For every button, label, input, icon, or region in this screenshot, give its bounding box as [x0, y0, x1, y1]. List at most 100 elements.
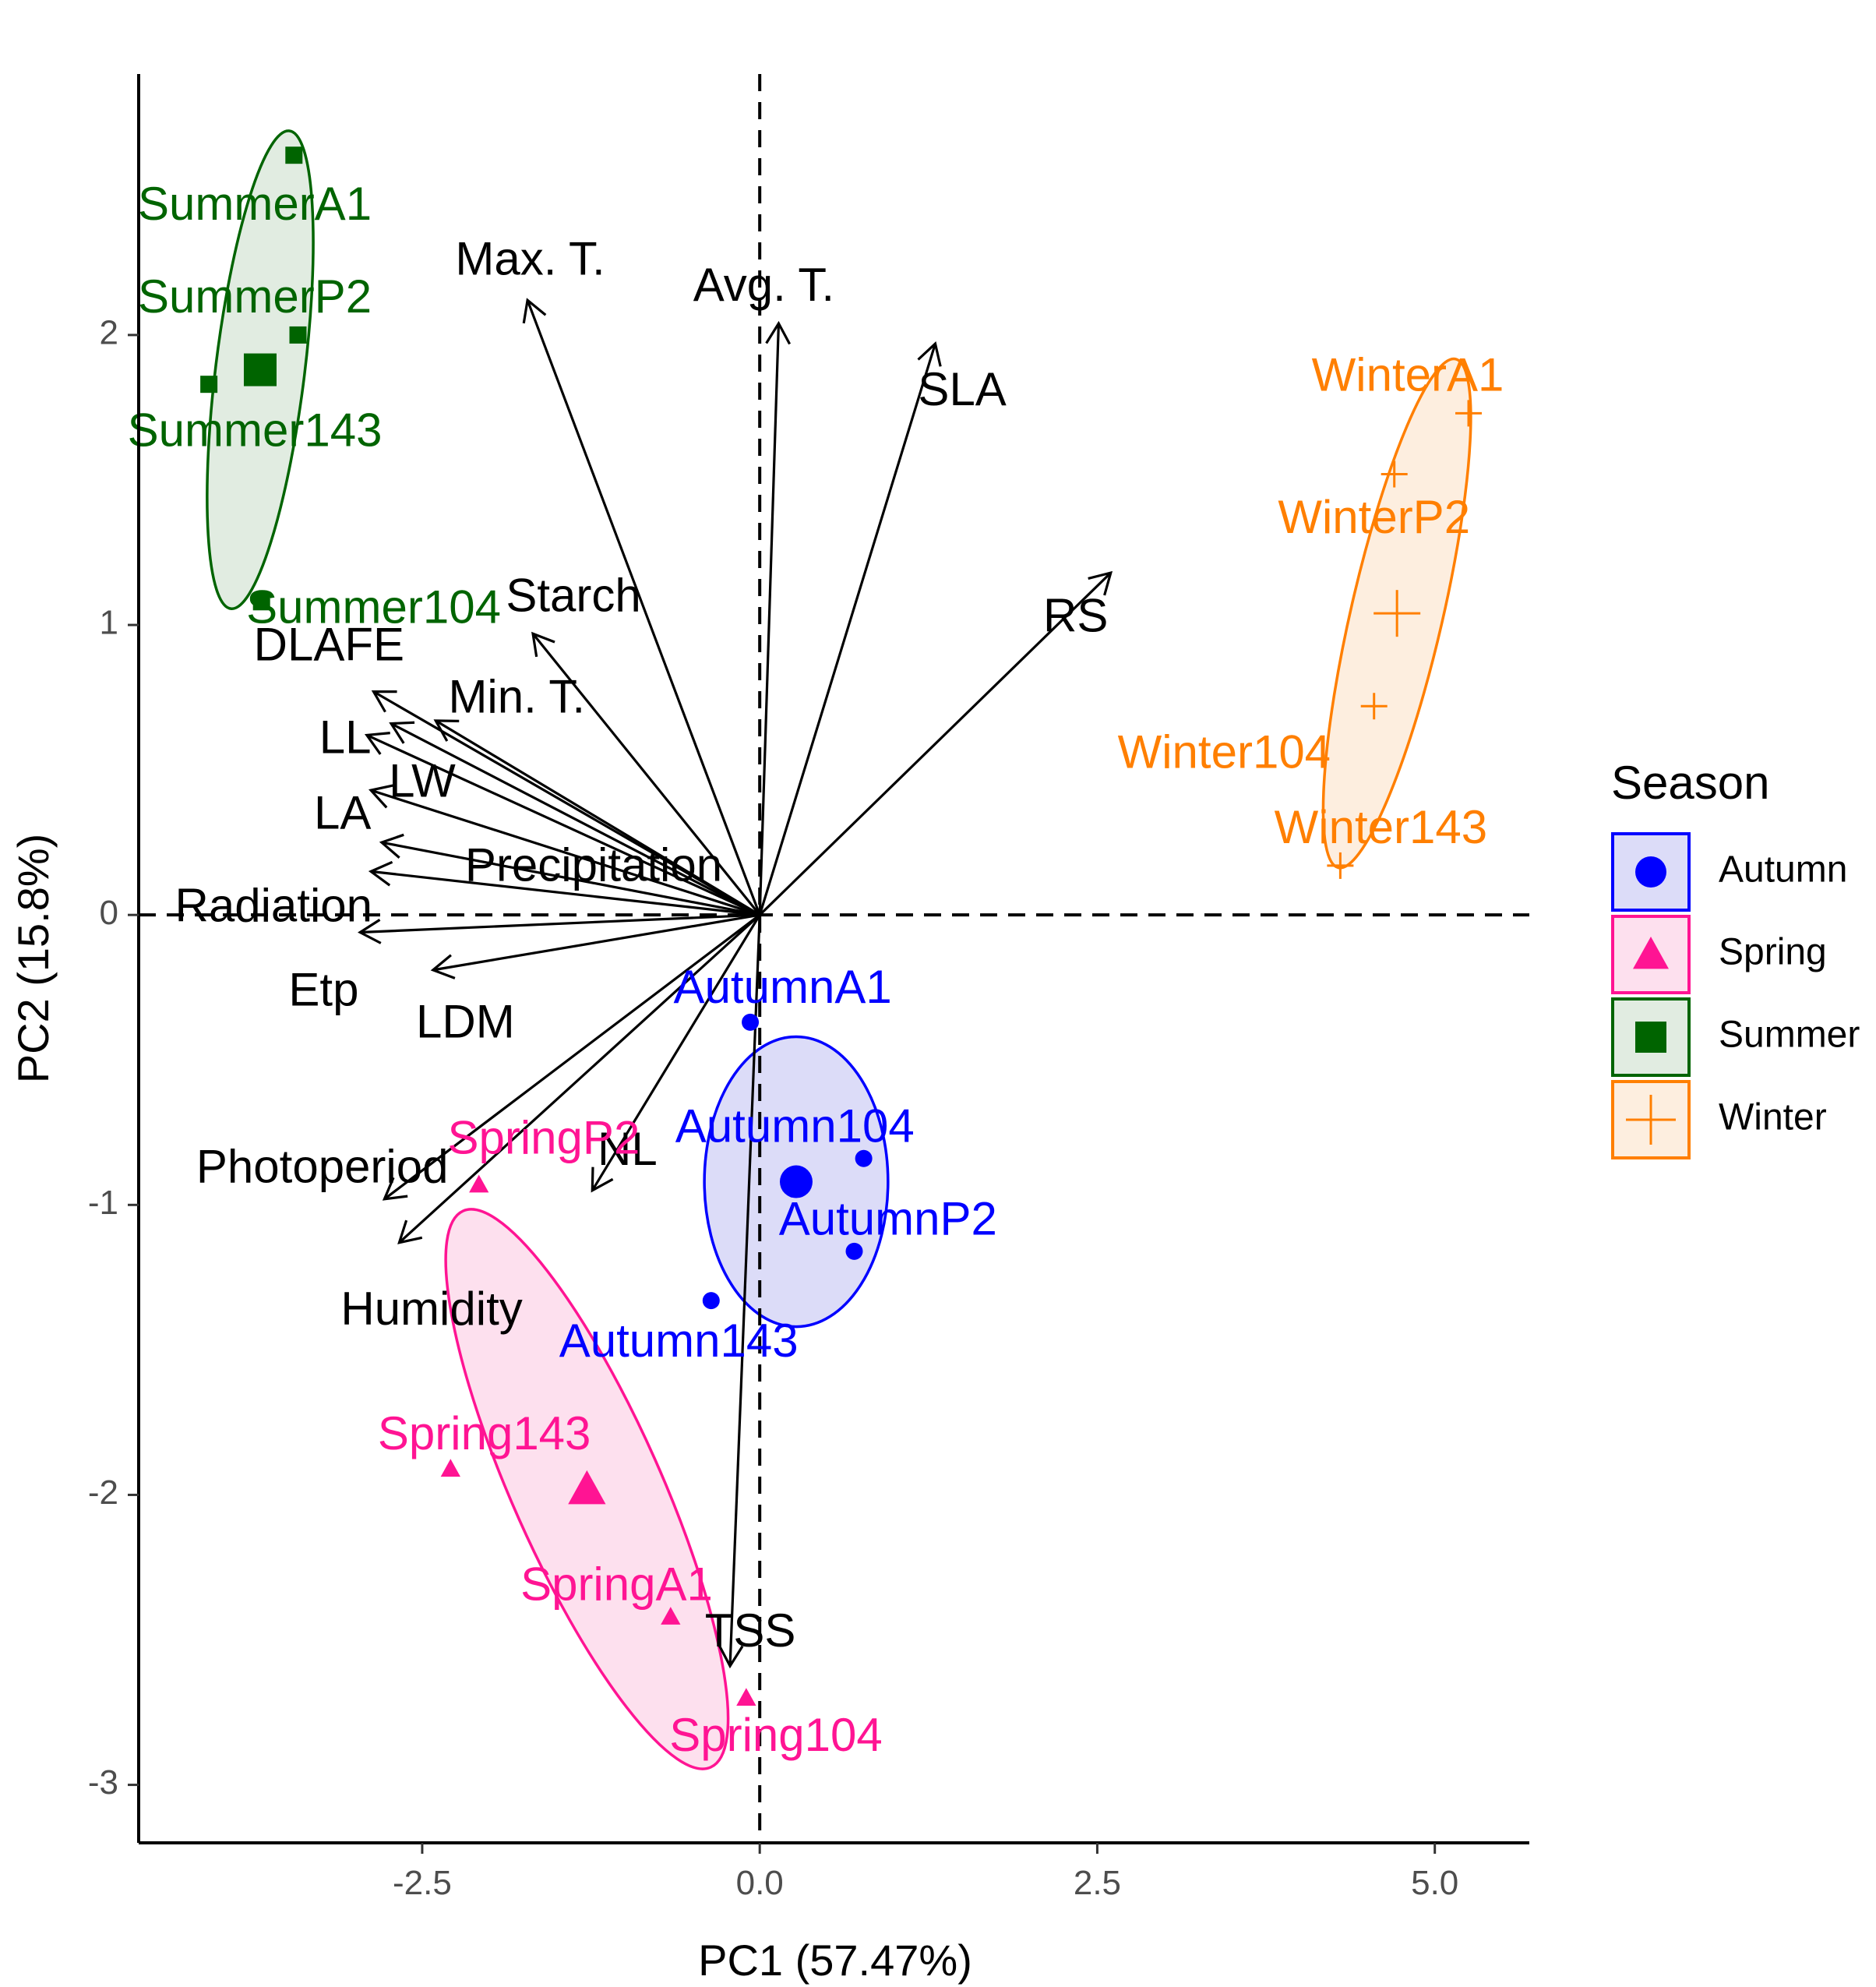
variable-label-humidity: Humidity: [340, 1283, 522, 1335]
variable-label-ldm: LDM: [416, 995, 515, 1047]
y-axis-ticks: -3 -2 -1 0 1 2: [88, 314, 139, 1802]
point-summer143: [200, 376, 218, 394]
centroid-spring: [568, 1470, 606, 1505]
point-spring143: [440, 1459, 460, 1477]
group-centroids: [243, 353, 1421, 1505]
variable-label-avg-t: Avg. T.: [693, 259, 834, 311]
legend-label-winter: Winter: [1719, 1097, 1827, 1138]
arrow-min-t: [433, 719, 761, 916]
variable-arrows: [358, 298, 1113, 1669]
observation-labels: SummerA1 SummerP2 Summer143 Summer104 Winter…: [128, 178, 1504, 1761]
zero-reference-lines: [139, 74, 1529, 1843]
centroid-autumn: [779, 1165, 813, 1198]
centroid-summer: [243, 353, 277, 386]
label-summer143: Summer143: [128, 404, 383, 456]
label-springp2: SpringP2: [447, 1111, 640, 1163]
legend-item-spring: Spring: [1611, 915, 1827, 994]
y-axis-title: PC2 (15.8%): [9, 834, 58, 1084]
point-winter104: [1360, 693, 1388, 720]
variable-label-rs: RS: [1043, 589, 1108, 641]
arrow-starch: [531, 631, 761, 916]
point-summer104: [252, 593, 270, 611]
legend: Season Autumn Spring Summer Winter: [1611, 757, 1860, 1159]
variable-label-max-t: Max. T.: [455, 233, 605, 285]
arrow-rs: [759, 570, 1113, 916]
legend-marker-summer: [1635, 1022, 1666, 1053]
x-tick-label: 2.5: [1074, 1864, 1121, 1902]
variable-label-etp: Etp: [288, 963, 358, 1015]
arrow-humidity: [397, 913, 761, 1244]
y-tick-label: -2: [88, 1473, 118, 1512]
label-spring143: Spring143: [378, 1407, 591, 1459]
legend-label-summer: Summer: [1719, 1015, 1860, 1056]
label-summerp2: SummerP2: [138, 270, 372, 323]
variable-label-precipitation: Precipitation: [465, 838, 722, 891]
variable-label-la: LA: [314, 786, 371, 838]
variable-label-tss: TSS: [705, 1604, 796, 1657]
arrow-tss: [718, 915, 761, 1669]
x-axis-ticks: -2.5 0.0 2.5 5.0: [393, 1843, 1458, 1902]
x-axis-title: PC1 (57.47%): [698, 1936, 972, 1985]
arrow-photoperiod: [382, 913, 761, 1201]
point-winter143: [1327, 852, 1354, 879]
legend-keys: Autumn Spring Summer Winter: [1611, 832, 1860, 1159]
legend-item-winter: Winter: [1611, 1080, 1827, 1159]
label-wintera1: WinterA1: [1312, 349, 1504, 401]
point-spring104: [736, 1688, 756, 1706]
arrow-la: [368, 784, 760, 916]
legend-key-summer: [1611, 997, 1691, 1077]
y-tick-label: -3: [88, 1763, 118, 1802]
point-autumna1: [742, 1013, 760, 1031]
label-autumnp2: AutumnP2: [779, 1192, 997, 1244]
label-springa1: SpringA1: [520, 1558, 713, 1610]
point-autumn104: [855, 1149, 873, 1167]
point-springa1: [661, 1607, 681, 1625]
arrow-nl: [591, 914, 761, 1193]
arrow-lw: [364, 732, 760, 916]
legend-label-spring: Spring: [1719, 932, 1827, 973]
label-winterp2: WinterP2: [1278, 491, 1470, 543]
arrow-etp: [358, 913, 760, 944]
variable-label-starch: Starch: [506, 569, 640, 621]
legend-marker-spring: [1633, 937, 1669, 969]
variable-label-dlafe: DLAFE: [254, 619, 404, 671]
point-autumnp2: [845, 1242, 863, 1260]
variable-labels: Max. T. Avg. T. SLA RS Starch DLAFE Min. T. LL L…: [175, 233, 1109, 1657]
y-tick-label: 0: [100, 894, 118, 932]
variable-label-lw: LW: [389, 755, 456, 807]
y-tick-label: -1: [88, 1184, 118, 1222]
point-summera1: [285, 146, 303, 164]
variable-label-nl: NL: [598, 1123, 658, 1175]
arrow-ll: [389, 721, 760, 916]
arrow-ldm: [430, 913, 760, 979]
y-tick-label: 1: [100, 604, 118, 642]
point-springp2: [469, 1174, 489, 1193]
label-autumna1: AutumnA1: [674, 961, 892, 1013]
legend-marker-autumn: [1635, 856, 1666, 888]
centroid-winter: [1374, 590, 1421, 637]
arrow-radiation: [368, 860, 760, 916]
label-winter104: Winter104: [1118, 725, 1331, 778]
label-spring104: Spring104: [669, 1709, 883, 1761]
legend-item-autumn: Autumn: [1611, 832, 1847, 912]
label-summera1: SummerA1: [138, 178, 372, 230]
variable-label-sla: SLA: [918, 363, 1006, 415]
legend-title: Season: [1611, 757, 1770, 809]
label-autumn143: Autumn143: [559, 1315, 799, 1367]
x-tick-label: 5.0: [1411, 1864, 1458, 1902]
x-tick-label: 0.0: [736, 1864, 784, 1902]
legend-key-autumn: [1611, 832, 1691, 912]
point-summerp2: [289, 326, 307, 344]
legend-label-autumn: Autumn: [1719, 849, 1847, 891]
point-autumn143: [702, 1292, 720, 1310]
observation-points: [200, 146, 1483, 1706]
legend-item-summer: Summer: [1611, 997, 1860, 1077]
x-tick-label: -2.5: [393, 1864, 452, 1902]
variable-label-photoperiod: Photoperiod: [196, 1140, 449, 1192]
arrow-max-t: [522, 298, 761, 916]
point-winterp2: [1381, 461, 1408, 488]
variable-label-radiation: Radiation: [175, 880, 373, 932]
variable-label-min-t: Min. T.: [448, 671, 585, 723]
